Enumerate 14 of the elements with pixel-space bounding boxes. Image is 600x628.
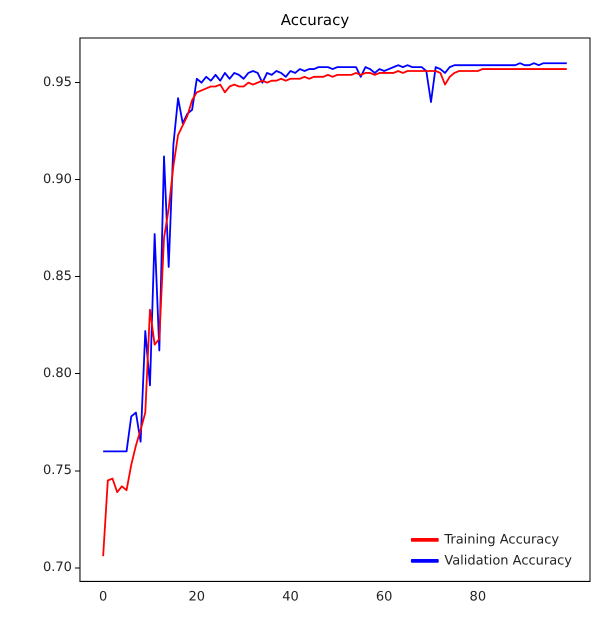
y-tick-label: 0.85 (42, 269, 72, 284)
legend-label: Validation Accuracy (444, 553, 572, 568)
chart-title: Accuracy (280, 10, 350, 29)
legend-label: Training Accuracy (443, 532, 560, 548)
y-tick-label: 0.70 (42, 560, 72, 576)
y-tick-label: 0.95 (42, 75, 72, 90)
x-tick-label: 80 (470, 590, 486, 605)
y-tick-label: 0.90 (42, 172, 72, 188)
x-tick-label: 60 (376, 590, 392, 605)
x-tick-label: 40 (282, 590, 299, 605)
y-tick-label: 0.80 (42, 366, 72, 382)
x-tick-label: 0 (98, 590, 108, 605)
x-tick-label: 20 (188, 590, 206, 605)
y-tick-label: 0.75 (42, 463, 72, 478)
